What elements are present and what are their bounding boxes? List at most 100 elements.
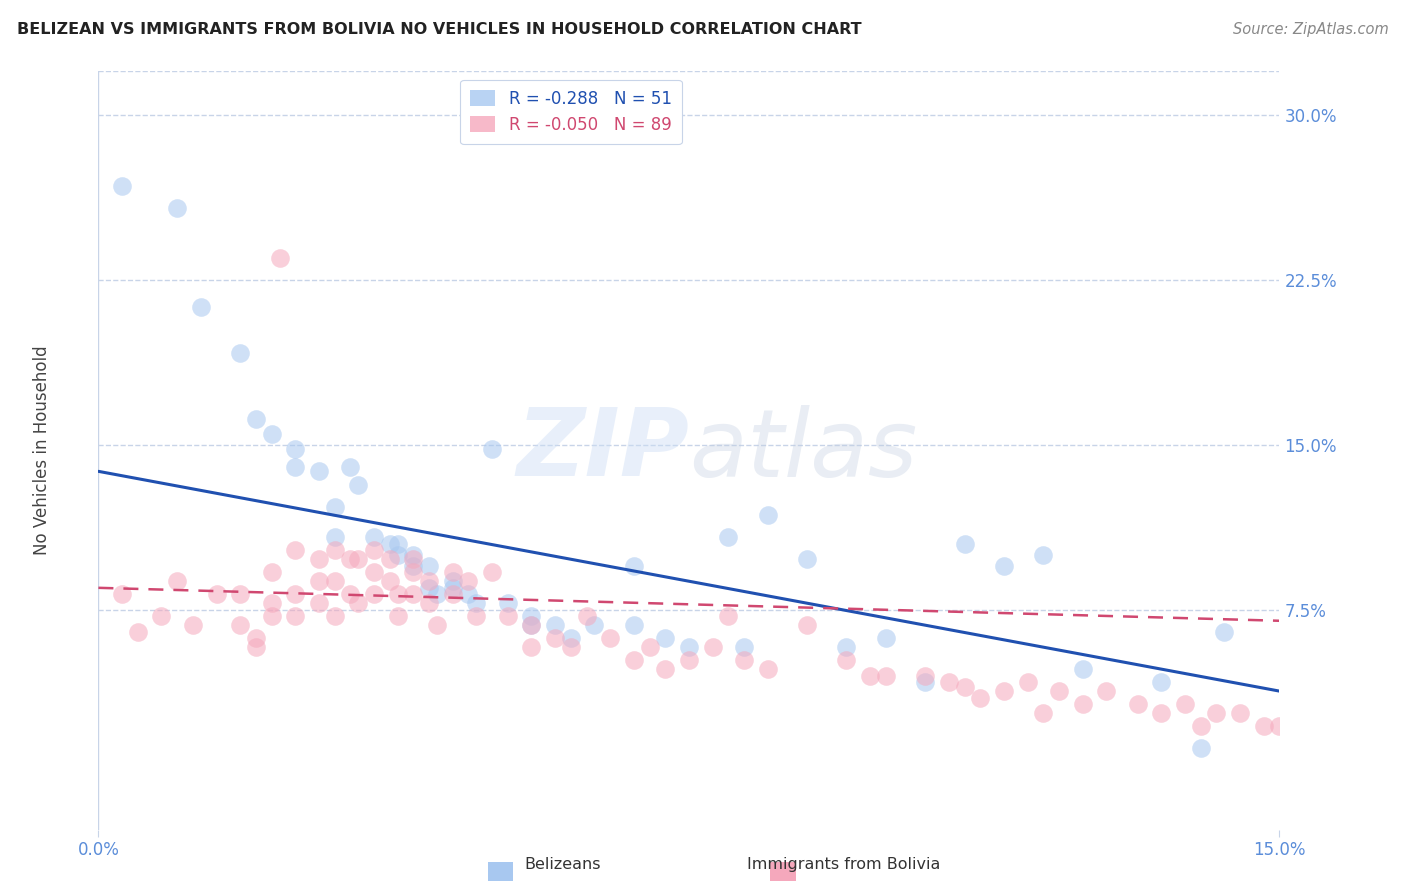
- Point: [1268, 719, 1291, 733]
- Point: [717, 609, 740, 624]
- Point: [402, 558, 425, 573]
- Point: [1095, 684, 1118, 698]
- Point: [796, 552, 818, 566]
- Point: [623, 653, 645, 667]
- Point: [284, 543, 307, 558]
- Point: [1071, 698, 1094, 712]
- Point: [623, 618, 645, 632]
- Point: [875, 669, 897, 683]
- Point: [1047, 684, 1070, 698]
- Point: [378, 574, 401, 589]
- Point: [1229, 706, 1251, 720]
- Point: [1150, 706, 1173, 720]
- Point: [323, 609, 346, 624]
- Point: [418, 581, 440, 595]
- Text: atlas: atlas: [689, 405, 917, 496]
- Point: [308, 596, 330, 610]
- Legend: R = -0.288   N = 51, R = -0.050   N = 89: R = -0.288 N = 51, R = -0.050 N = 89: [460, 79, 682, 144]
- Point: [363, 587, 385, 601]
- Point: [1284, 728, 1306, 742]
- Point: [284, 442, 307, 457]
- Point: [426, 587, 449, 601]
- Point: [1174, 698, 1197, 712]
- Point: [418, 558, 440, 573]
- Point: [347, 552, 370, 566]
- Point: [363, 543, 385, 558]
- Point: [654, 662, 676, 676]
- Point: [544, 618, 567, 632]
- Point: [1386, 741, 1406, 756]
- Point: [229, 345, 252, 359]
- Point: [875, 632, 897, 646]
- Point: [733, 640, 755, 655]
- Point: [387, 537, 409, 551]
- Point: [308, 464, 330, 478]
- Point: [583, 618, 606, 632]
- Point: [402, 552, 425, 566]
- Point: [1213, 624, 1236, 639]
- Point: [378, 537, 401, 551]
- Point: [1032, 548, 1054, 562]
- Point: [347, 596, 370, 610]
- Point: [323, 530, 346, 544]
- Point: [441, 566, 464, 580]
- Point: [1126, 698, 1149, 712]
- Point: [387, 587, 409, 601]
- Point: [520, 618, 543, 632]
- Point: [402, 566, 425, 580]
- Point: [363, 566, 385, 580]
- Point: [969, 690, 991, 705]
- Point: [205, 587, 228, 601]
- Point: [166, 574, 188, 589]
- Text: Belizeans: Belizeans: [524, 857, 600, 872]
- Point: [181, 618, 204, 632]
- Point: [560, 632, 582, 646]
- Point: [796, 618, 818, 632]
- Point: [441, 587, 464, 601]
- Point: [308, 574, 330, 589]
- Point: [560, 640, 582, 655]
- Point: [229, 587, 252, 601]
- Point: [1071, 662, 1094, 676]
- Point: [426, 618, 449, 632]
- Point: [269, 251, 291, 265]
- Point: [402, 548, 425, 562]
- Point: [1032, 706, 1054, 720]
- Point: [111, 587, 134, 601]
- Point: [1253, 719, 1275, 733]
- Point: [260, 596, 283, 610]
- Point: [623, 558, 645, 573]
- Point: [544, 632, 567, 646]
- Point: [496, 609, 519, 624]
- Point: [339, 459, 361, 474]
- Point: [481, 442, 503, 457]
- Point: [756, 662, 779, 676]
- Point: [418, 574, 440, 589]
- Point: [339, 587, 361, 601]
- Point: [245, 640, 267, 655]
- Point: [678, 640, 700, 655]
- Point: [284, 459, 307, 474]
- Point: [756, 508, 779, 523]
- Point: [496, 596, 519, 610]
- Point: [717, 530, 740, 544]
- Point: [1189, 741, 1212, 756]
- Point: [402, 587, 425, 601]
- Point: [859, 669, 882, 683]
- Point: [245, 632, 267, 646]
- Point: [1308, 719, 1330, 733]
- Point: [702, 640, 724, 655]
- Point: [284, 587, 307, 601]
- Point: [993, 558, 1015, 573]
- Point: [835, 640, 858, 655]
- Point: [993, 684, 1015, 698]
- Point: [323, 500, 346, 514]
- Point: [441, 581, 464, 595]
- Point: [260, 566, 283, 580]
- Point: [457, 574, 479, 589]
- Point: [465, 596, 488, 610]
- Text: Immigrants from Bolivia: Immigrants from Bolivia: [747, 857, 941, 872]
- Point: [229, 618, 252, 632]
- Point: [323, 543, 346, 558]
- Point: [260, 427, 283, 442]
